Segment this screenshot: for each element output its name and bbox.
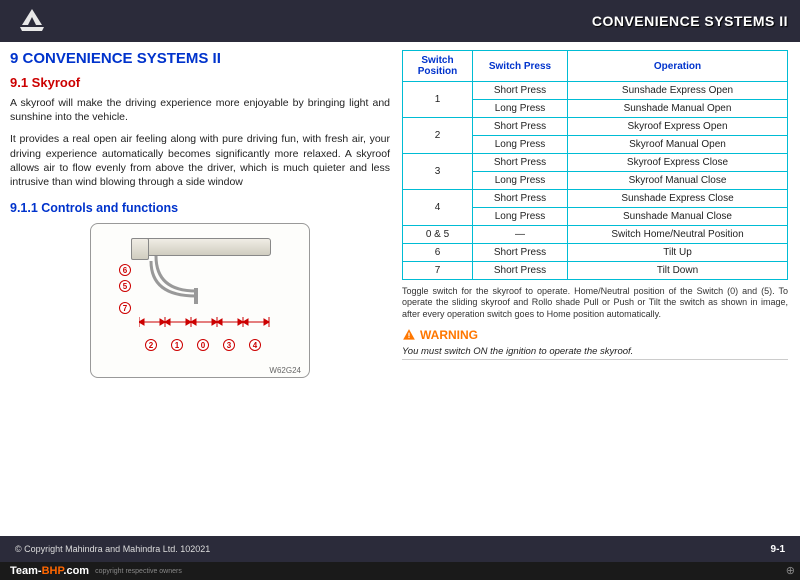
chapter-title: 9 CONVENIENCE SYSTEMS II bbox=[10, 50, 390, 67]
diagram-code: W62G24 bbox=[269, 366, 301, 375]
diagram-num-1: 1 bbox=[171, 339, 183, 351]
th-position: Switch Position bbox=[403, 51, 473, 82]
warning-icon bbox=[402, 328, 416, 342]
right-column: Switch Position Switch Press Operation 1… bbox=[402, 50, 788, 378]
paragraph-1: A skyroof will make the driving experien… bbox=[10, 96, 390, 124]
diagram-num-6: 6 bbox=[119, 264, 131, 276]
page-number: 9-1 bbox=[771, 544, 785, 555]
diagram-num-0: 0 bbox=[197, 339, 209, 351]
subsection-title: 9.1.1 Controls and functions bbox=[10, 201, 390, 215]
table-row: 2Short PressSkyroof Express Open bbox=[403, 118, 788, 136]
watermark-logo: Team-BHP.com bbox=[10, 565, 89, 577]
zoom-icon[interactable]: ⊕ bbox=[786, 564, 795, 577]
table-row: 3Short PressSkyroof Express Close bbox=[403, 154, 788, 172]
th-operation: Operation bbox=[568, 51, 788, 82]
diagram-num-4: 4 bbox=[249, 339, 261, 351]
table-row: 4Short PressSunshade Express Close bbox=[403, 190, 788, 208]
top-header-bar: CONVENIENCE SYSTEMS II bbox=[0, 0, 800, 42]
warning-header: WARNING bbox=[402, 328, 788, 342]
table-row: 6Short PressTilt Up bbox=[403, 244, 788, 262]
operations-table: Switch Position Switch Press Operation 1… bbox=[402, 50, 788, 280]
watermark-bar: Team-BHP.com copyright respective owners… bbox=[0, 562, 800, 580]
switch-diagram: 6 5 7 2 1 0 3 4 W62G24 bbox=[90, 223, 310, 378]
table-row: 1Short PressSunshade Express Open bbox=[403, 82, 788, 100]
th-press: Switch Press bbox=[473, 51, 568, 82]
warning-text: You must switch ON the ignition to opera… bbox=[402, 346, 788, 360]
header-title: CONVENIENCE SYSTEMS II bbox=[592, 13, 788, 29]
watermark-sub: copyright respective owners bbox=[95, 568, 182, 575]
diagram-num-3: 3 bbox=[223, 339, 235, 351]
diagram-num-2: 2 bbox=[145, 339, 157, 351]
diagram-num-5: 5 bbox=[119, 280, 131, 292]
left-column: 9 CONVENIENCE SYSTEMS II 9.1 Skyroof A s… bbox=[10, 50, 390, 378]
diagram-num-7: 7 bbox=[119, 302, 131, 314]
brand-logo bbox=[12, 5, 52, 37]
paragraph-2: It provides a real open air feeling alon… bbox=[10, 132, 390, 189]
toggle-note: Toggle switch for the skyroof to operate… bbox=[402, 286, 788, 320]
table-row: 7Short PressTilt Down bbox=[403, 262, 788, 280]
copyright-text: © Copyright Mahindra and Mahindra Ltd. 1… bbox=[15, 544, 210, 554]
bottom-footer-bar: © Copyright Mahindra and Mahindra Ltd. 1… bbox=[0, 536, 800, 562]
table-row: 0 & 5—Switch Home/Neutral Position bbox=[403, 226, 788, 244]
warning-label: WARNING bbox=[420, 328, 478, 342]
section-title: 9.1 Skyroof bbox=[10, 75, 390, 90]
main-content: 9 CONVENIENCE SYSTEMS II 9.1 Skyroof A s… bbox=[0, 42, 800, 378]
